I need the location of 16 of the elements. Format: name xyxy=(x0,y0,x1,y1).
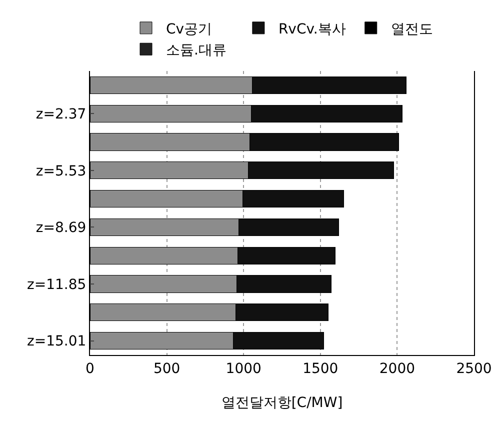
legend-label: 열전도 xyxy=(390,21,433,38)
y-tick-label: z=11.85 xyxy=(27,276,86,293)
x-tick-label: 1500 xyxy=(302,360,338,377)
y-tick-label: z=8.69 xyxy=(36,220,86,236)
y-tick-label: z=5.53 xyxy=(36,163,86,180)
y-tick-label: z=2.37 xyxy=(36,106,86,122)
legend-label: 소듐.대류 xyxy=(166,42,226,59)
legend-label: RvCv.복사 xyxy=(278,21,346,38)
x-tick-label: 2500 xyxy=(456,360,492,377)
x-tick-label: 1000 xyxy=(226,360,262,377)
y-tick-label: z=15.01 xyxy=(27,334,86,350)
x-tick-label: 2000 xyxy=(379,360,416,377)
x-tick-label: 500 xyxy=(153,360,180,377)
x-tick-label: 0 xyxy=(86,360,94,377)
legend-label: Cv공기 xyxy=(166,21,212,38)
x-axis-title: 열전달저항[C/MW] xyxy=(221,395,343,411)
